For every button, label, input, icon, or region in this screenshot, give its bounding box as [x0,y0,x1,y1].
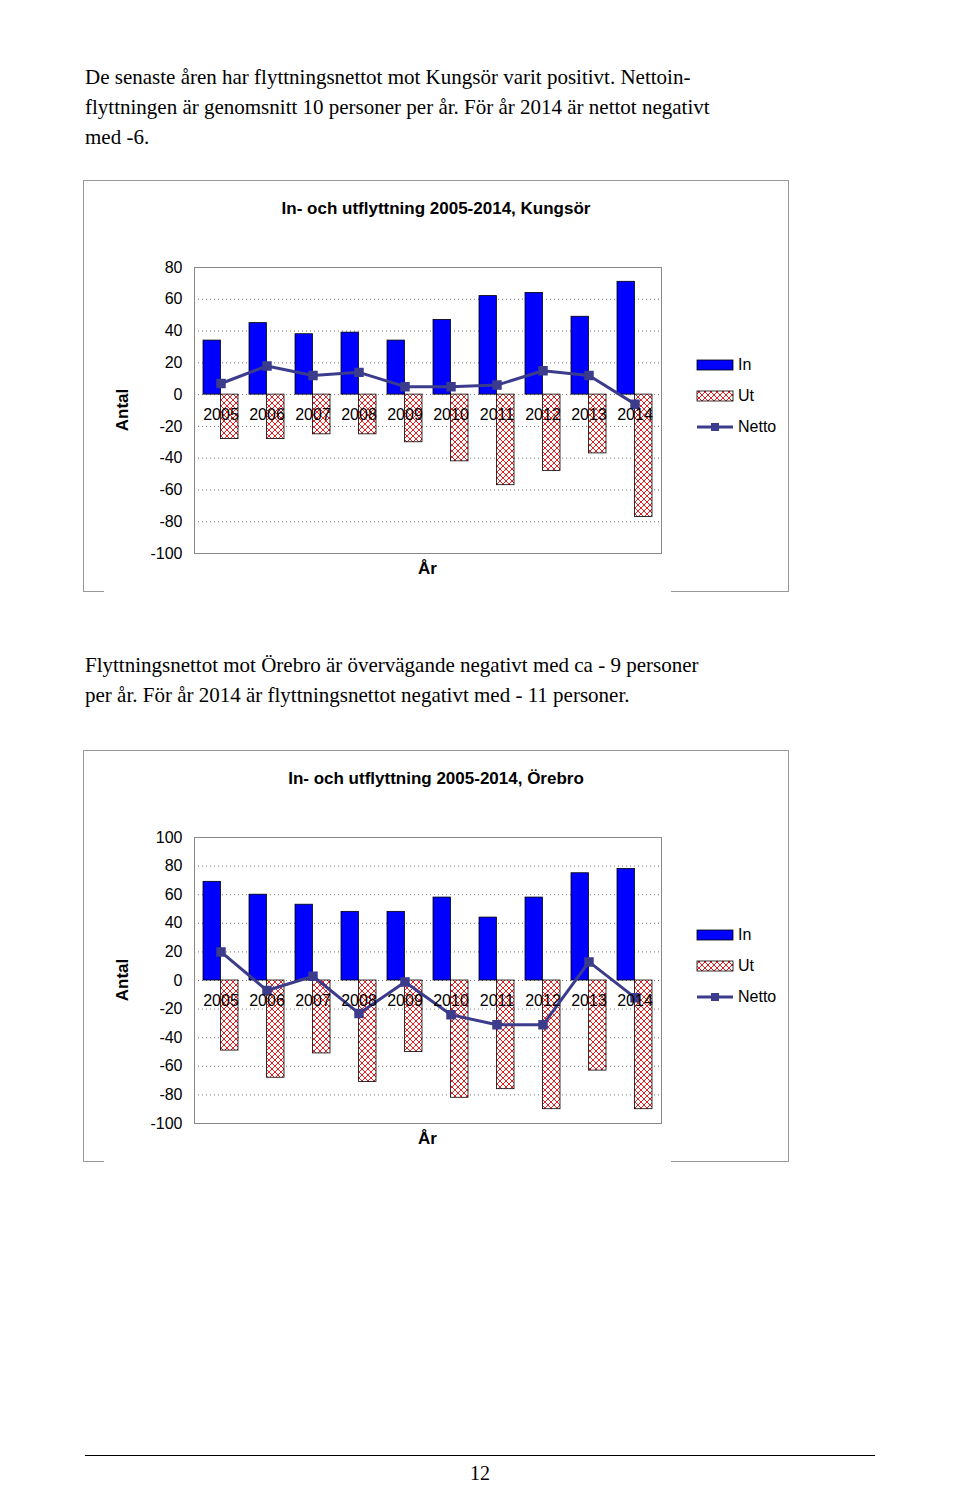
svg-text:2011: 2011 [480,992,515,1009]
svg-text:2008: 2008 [341,406,377,423]
svg-text:2006: 2006 [249,992,285,1009]
svg-text:2009: 2009 [387,406,423,423]
svg-text:-80: -80 [159,1086,182,1103]
svg-text:-80: -80 [159,513,182,530]
svg-text:2007: 2007 [295,992,331,1009]
svg-text:2012: 2012 [525,406,561,423]
svg-text:2010: 2010 [433,406,469,423]
svg-text:60: 60 [165,290,183,307]
svg-text:-40: -40 [159,449,182,466]
svg-text:80: 80 [165,259,183,276]
svg-text:40: 40 [165,914,183,931]
svg-text:100: 100 [156,829,183,846]
html-text:År: År [418,559,437,578]
html-text:Ut: Ut [738,386,754,404]
html-text:12: 12 [470,1462,490,1484]
svg-text:-40: -40 [159,1029,182,1046]
svg-text:2005: 2005 [203,406,239,423]
html-text:Netto: Netto [738,987,777,1005]
svg-text:2010: 2010 [433,992,469,1009]
svg-text:2007: 2007 [295,406,331,423]
svg-text:2013: 2013 [571,406,607,423]
svg-text:40: 40 [165,322,183,339]
html-text:Antal: Antal [113,388,133,432]
svg-text:2005: 2005 [203,992,239,1009]
svg-text:2008: 2008 [341,992,377,1009]
svg-text:2006: 2006 [249,406,285,423]
html-text:Flyttningsnettot mot Örebro är: Flyttningsnettot mot Örebro är övervägan… [85,653,699,677]
svg-text:2012: 2012 [525,992,561,1009]
html-text:In: In [738,925,752,943]
html-text:Antal: Antal [113,958,133,1002]
html-text:Ut: Ut [738,956,754,974]
svg-text:-20: -20 [159,1000,182,1017]
svg-text:-100: -100 [150,545,182,562]
html-text:In- och utflyttning 2005-2014,: In- och utflyttning 2005-2014, Örebro [288,769,584,788]
html-text:med -6.: med -6. [85,125,150,149]
html-text:flyttningen är genomsnitt 10 p: flyttningen är genomsnitt 10 personer pe… [85,95,710,119]
html-text:Netto: Netto [738,417,777,435]
svg-text:-60: -60 [159,481,182,498]
svg-text:0: 0 [174,972,183,989]
svg-text:80: 80 [165,857,183,874]
html-text:De senaste åren har flyttnings: De senaste åren har flyttningsnettot mot… [85,65,691,89]
svg-text:20: 20 [165,354,183,371]
svg-text:0: 0 [174,386,183,403]
svg-text:2014: 2014 [617,406,653,423]
html-text:per år. För år 2014 är flyttni: per år. För år 2014 är flyttningsnettot … [85,683,630,707]
svg-text:2011: 2011 [480,406,515,423]
svg-text:60: 60 [165,886,183,903]
html-text:In: In [738,355,752,373]
svg-text:2014: 2014 [617,992,653,1009]
svg-text:2013: 2013 [571,992,607,1009]
svg-text:-60: -60 [159,1057,182,1074]
html-text:År: År [418,1129,437,1148]
svg-text:-20: -20 [159,418,182,435]
svg-text:20: 20 [165,943,183,960]
svg-text:2009: 2009 [387,992,423,1009]
html-text:In- och utflyttning 2005-2014,: In- och utflyttning 2005-2014, Kungsör [281,199,591,218]
svg-text:-100: -100 [150,1115,182,1132]
